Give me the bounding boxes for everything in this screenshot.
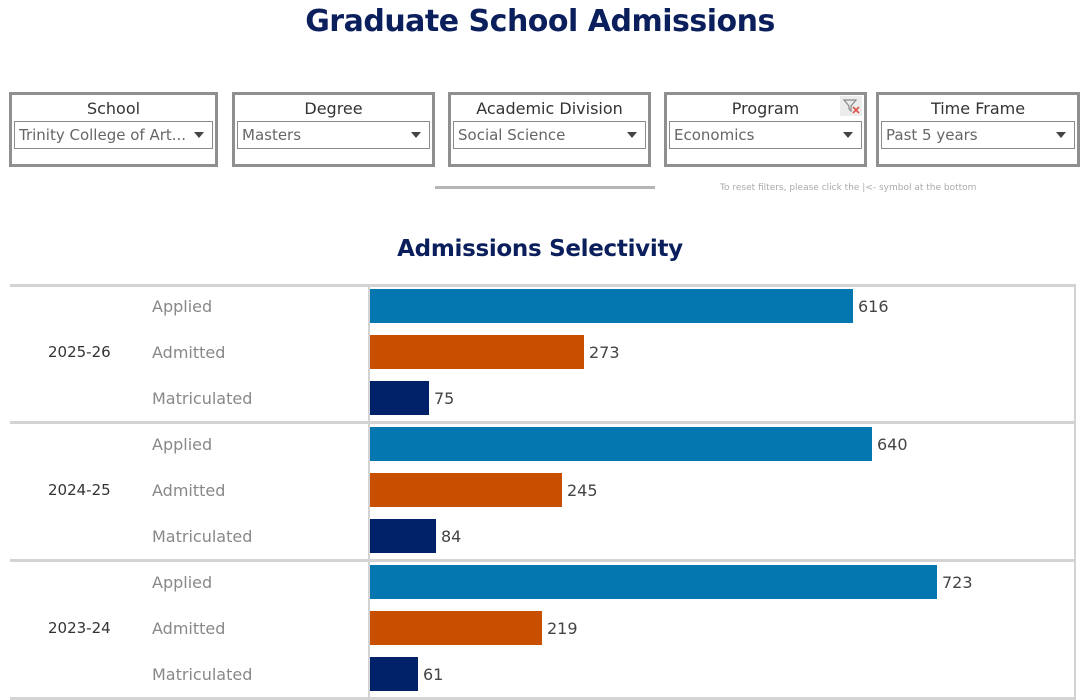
dashboard-title: Graduate School Admissions [305,4,775,39]
dropdown-value: Trinity College of Art... [19,126,186,144]
degree-dropdown[interactable]: Masters [237,121,430,149]
filter-program: Program Economics [664,92,867,167]
category-label: Matriculated [152,389,253,408]
panel-right-border [1074,284,1076,698]
data-label: 640 [877,435,908,454]
bar-admitted[interactable] [370,335,584,369]
category-label: Admitted [152,619,226,638]
dropdown-value: Economics [674,126,755,144]
bar-applied[interactable] [370,427,872,461]
chevron-down-icon [627,132,637,138]
category-label: Admitted [152,481,226,500]
chevron-down-icon [194,132,204,138]
category-label: Applied [152,435,213,454]
data-label: 273 [589,343,620,362]
chart-title: Admissions Selectivity [397,236,683,262]
filter-label: Degree [304,99,363,118]
chevron-down-icon [843,132,853,138]
filter-label: Time Frame [930,99,1026,118]
chevron-down-icon [1056,132,1066,138]
filter-academic-division: Academic Division Social Science [448,92,651,167]
bar-admitted[interactable] [370,473,562,507]
reset-filters-note: To reset filters, please click the |<- s… [720,183,977,193]
data-label: 219 [547,619,578,638]
dropdown-value: Social Science [458,126,566,144]
divider-line [435,186,655,189]
category-label: Matriculated [152,527,253,546]
filter-label: Academic Division [476,99,623,118]
filter-label: Program [731,99,800,118]
row-divider [10,421,1076,424]
data-label: 75 [434,389,455,408]
bar-matriculated[interactable] [370,657,418,691]
academic-division-dropdown[interactable]: Social Science [453,121,646,149]
filter-degree: Degree Masters [232,92,435,167]
bar-matriculated[interactable] [370,519,436,553]
dropdown-value: Masters [242,126,302,144]
time-frame-dropdown[interactable]: Past 5 years [881,121,1075,149]
bar-admitted[interactable] [370,611,542,645]
year-label: 2025-26 [48,343,111,361]
school-dropdown[interactable]: Trinity College of Art... [14,121,213,149]
category-label: Admitted [152,343,226,362]
year-label: 2024-25 [48,481,111,499]
bar-applied[interactable] [370,289,853,323]
filter-clear-icon[interactable] [840,96,862,116]
filter-time-frame: Time Frame Past 5 years [876,92,1080,167]
chevron-down-icon [411,132,421,138]
data-label: 245 [567,481,598,500]
bar-matriculated[interactable] [370,381,429,415]
admissions-selectivity-chart: 2025-26 Applied 616 Admitted 273 Matriculated… [10,284,1076,700]
filter-label: School [86,99,141,118]
filter-school: School Trinity College of Art... [9,92,218,167]
bar-applied[interactable] [370,565,937,599]
data-label: 61 [423,665,444,684]
year-label: 2023-24 [48,619,111,637]
category-label: Matriculated [152,665,253,684]
data-label: 84 [441,527,462,546]
dropdown-value: Past 5 years [886,126,978,144]
category-label: Applied [152,297,213,316]
row-divider [10,284,1076,287]
bar-axis-line [368,284,370,698]
data-label: 616 [858,297,889,316]
program-dropdown[interactable]: Economics [669,121,862,149]
row-divider [10,559,1076,562]
category-label: Applied [152,573,213,592]
data-label: 723 [942,573,973,592]
